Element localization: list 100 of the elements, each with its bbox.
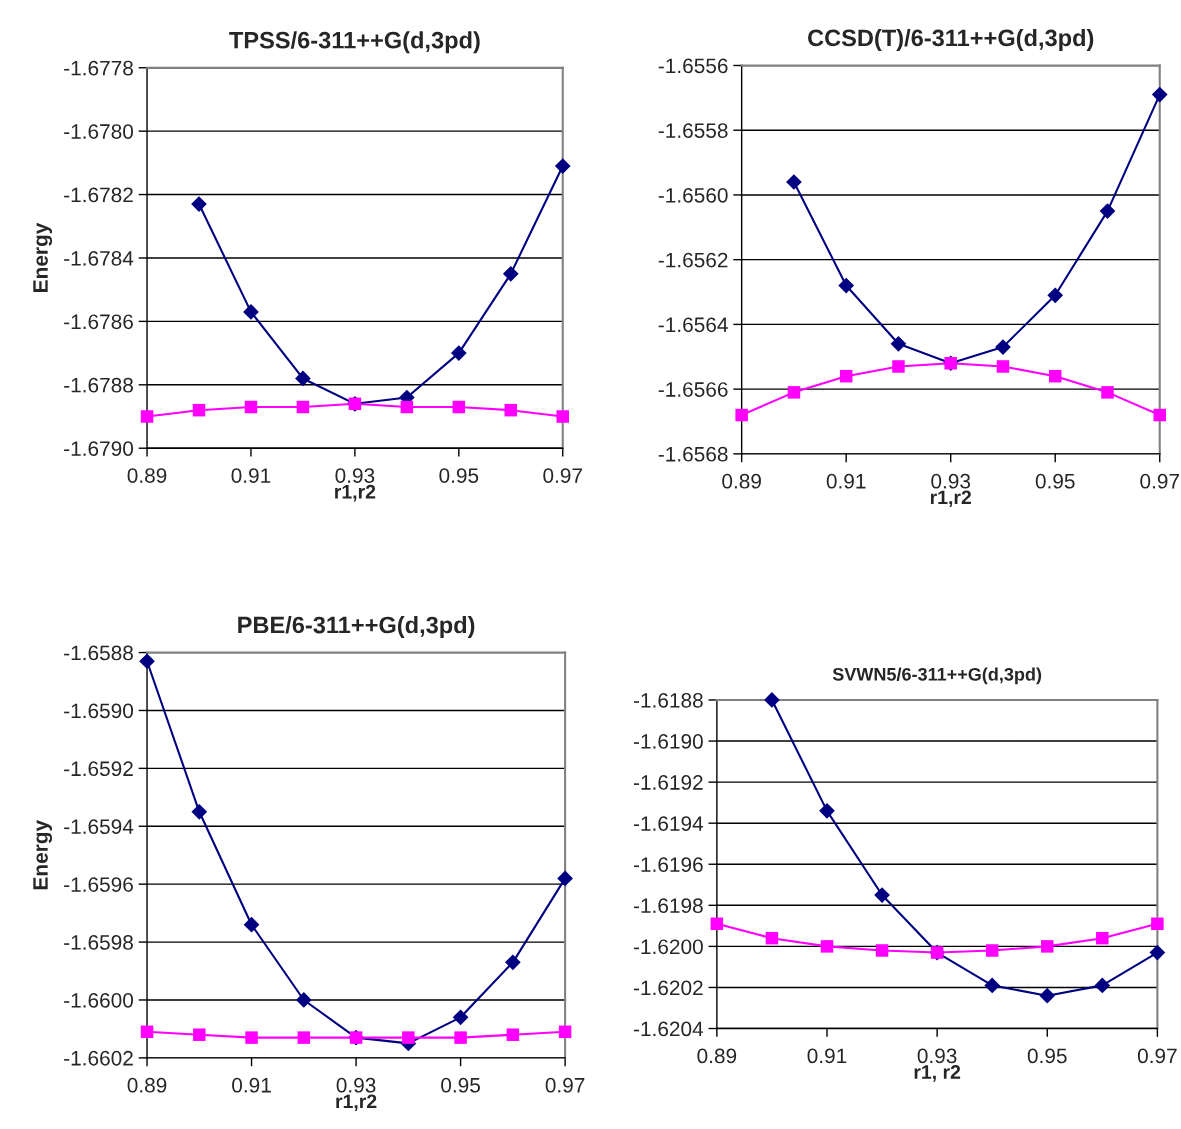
x-tick-label: 0.93 (931, 473, 971, 489)
y-tick-label: -1.6194 (633, 816, 704, 831)
point (765, 931, 779, 945)
point (557, 870, 573, 887)
point (402, 1031, 415, 1044)
point (295, 370, 311, 387)
point (554, 158, 571, 174)
x-tick-label: 0.93 (336, 1077, 376, 1093)
y-tick-label: -1.6558 (658, 123, 728, 138)
point (191, 803, 208, 820)
point (506, 1028, 520, 1041)
y-tick-label: -1.6782 (64, 187, 133, 203)
chart-title: CCSD(T)/6-311++G(d,3pd) (808, 28, 1094, 51)
point (1096, 931, 1109, 945)
x-tick-label: 0.91 (826, 473, 866, 489)
point (1151, 917, 1164, 931)
y-axis-title: Energy (33, 820, 53, 890)
y-tick-label: -1.6204 (633, 1021, 704, 1037)
x-axis-title: r1,r2 (336, 1094, 377, 1112)
x-tick-label: 0.89 (127, 1077, 167, 1093)
y-tick-label: -1.6596 (64, 877, 133, 892)
y-tick-label: -1.6778 (64, 60, 133, 76)
point (1149, 944, 1166, 961)
x-tick-label: 0.95 (441, 1077, 480, 1093)
point (244, 400, 258, 414)
point (985, 944, 999, 957)
y-tick-label: -1.6200 (633, 939, 703, 955)
x-tick-label: 0.93 (917, 1048, 957, 1064)
x-tick-label: 0.91 (232, 1077, 271, 1093)
point (1047, 287, 1064, 304)
x-tick-label: 0.91 (807, 1048, 847, 1064)
x-tick-label: 0.95 (1027, 1048, 1067, 1064)
y-tick-label: -1.6568 (658, 446, 728, 462)
point (193, 1028, 206, 1041)
point (243, 304, 259, 320)
point (1094, 977, 1111, 994)
point (295, 992, 312, 1008)
y-tick-label: -1.6594 (64, 819, 134, 835)
point (874, 887, 890, 903)
y-tick-label: -1.6788 (64, 377, 133, 393)
x-tick-label: 0.97 (1140, 473, 1179, 489)
point (787, 386, 801, 399)
point (504, 954, 521, 971)
y-tick-label: -1.6784 (64, 250, 134, 266)
y-tick-label: -1.6196 (633, 857, 703, 872)
y-tick-label: -1.6198 (633, 898, 703, 914)
y-tick-label: -1.6790 (64, 441, 134, 456)
y-tick-label: -1.6600 (64, 992, 134, 1008)
x-tick-label: 0.97 (1137, 1048, 1177, 1064)
y-tick-label: -1.6566 (658, 382, 728, 397)
point (400, 400, 414, 414)
x-tick-label: 0.93 (335, 468, 375, 483)
point (297, 1031, 311, 1044)
point (1041, 940, 1054, 953)
x-tick-label: 0.91 (231, 468, 271, 483)
y-tick-label: -1.6588 (64, 645, 133, 661)
point (452, 1009, 469, 1026)
x-tick-label: 0.95 (439, 468, 479, 483)
x-axis-title: r1,r2 (335, 484, 376, 502)
x-tick-label: 0.89 (722, 473, 761, 489)
point (890, 335, 907, 352)
chart-title: TPSS/6-311++G(d,3pd) (229, 31, 480, 54)
y-tick-label: -1.6592 (64, 761, 133, 777)
point (839, 369, 853, 383)
point (1151, 86, 1168, 103)
point (984, 977, 1001, 994)
point (1048, 369, 1062, 383)
x-tick-label: 0.89 (127, 468, 167, 483)
point (996, 360, 1010, 373)
y-tick-label: -1.6188 (633, 692, 703, 708)
point (1099, 203, 1116, 219)
x-axis-title: r1, r2 (914, 1065, 961, 1082)
x-tick-label: 0.89 (697, 1048, 737, 1064)
x-axis-title: r1,r2 (930, 490, 972, 508)
point (454, 1031, 467, 1044)
point (995, 339, 1011, 355)
y-tick-label: -1.6602 (64, 1050, 133, 1066)
point (139, 653, 155, 670)
point (140, 410, 154, 423)
y-tick-label: -1.6780 (64, 124, 134, 139)
point (296, 400, 310, 414)
y-tick-label: -1.6564 (658, 317, 728, 333)
point (892, 360, 905, 373)
y-tick-label: -1.6202 (633, 980, 703, 996)
point (819, 803, 835, 819)
point (735, 408, 748, 422)
point (502, 265, 519, 282)
chart-title: SVWN5/6-311++G(d,3pd) (832, 667, 1042, 685)
point (191, 196, 207, 212)
point (1101, 386, 1114, 399)
point (243, 916, 260, 933)
point (192, 403, 206, 417)
point (1039, 987, 1056, 1004)
chart-title: PBE/6-311++G(d,3pd) (238, 616, 475, 639)
y-tick-label: -1.6590 (64, 703, 134, 719)
point (558, 1025, 572, 1039)
point (838, 277, 855, 294)
y-tick-label: -1.6786 (64, 314, 133, 330)
y-tick-label: -1.6556 (658, 58, 728, 74)
y-tick-label: -1.6192 (633, 775, 703, 790)
